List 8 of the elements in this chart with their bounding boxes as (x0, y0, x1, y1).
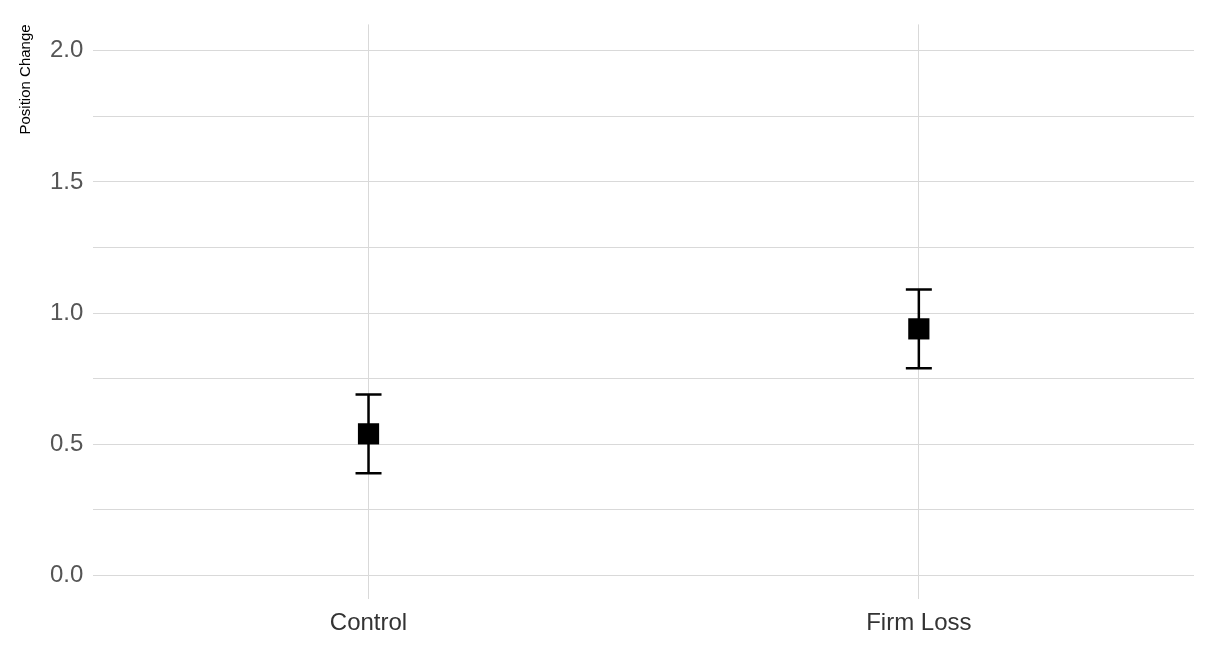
x-tick-label: Control (329, 608, 408, 636)
y-tick-label: 0.0 (49, 560, 84, 588)
y-tick-label: 1.0 (49, 297, 84, 325)
y-tick-label: 2.0 (49, 35, 84, 63)
y-axis-title: Position Change (16, 24, 34, 135)
y-tick-label: 1.5 (49, 166, 84, 194)
y-tick-label: 0.5 (49, 428, 84, 456)
x-tick-label: Firm Loss (866, 608, 972, 636)
